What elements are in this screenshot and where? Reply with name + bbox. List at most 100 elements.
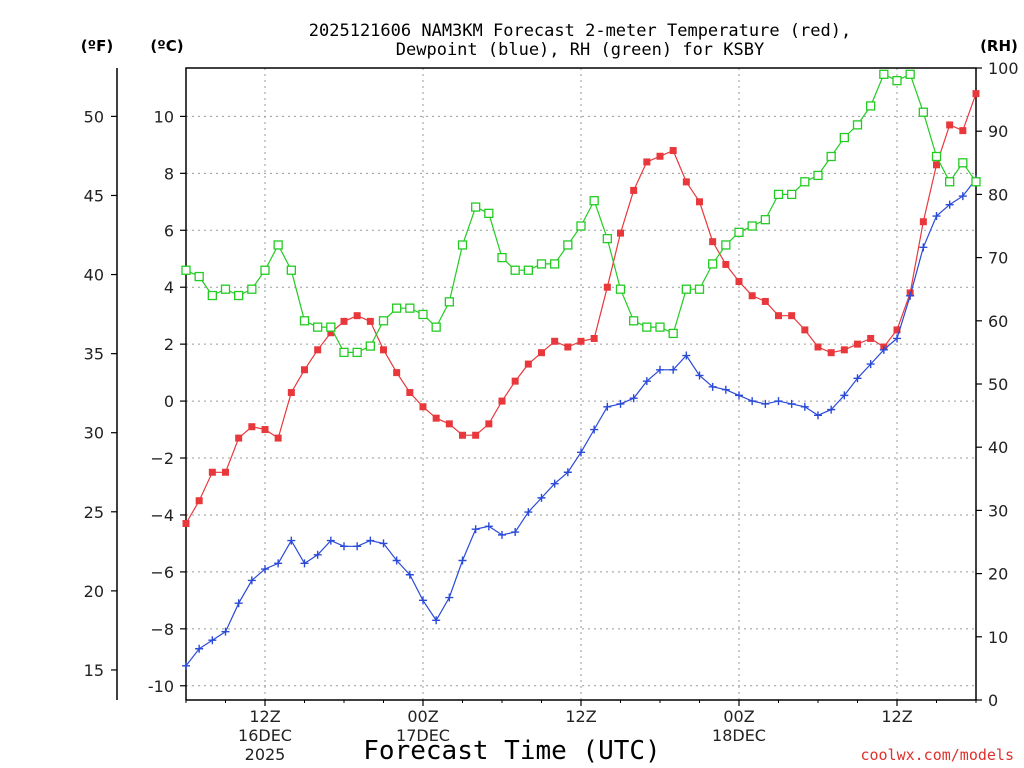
temperature-point [761, 297, 769, 305]
dewpoint-point [879, 345, 888, 354]
rh-point [734, 227, 744, 237]
dewpoint-point [537, 493, 546, 502]
temperature-point [445, 420, 453, 428]
dewpoint-point [484, 522, 493, 531]
rh-point [497, 252, 507, 263]
rh-point [313, 322, 323, 332]
temperature-point [722, 260, 730, 268]
dewpoint-point [774, 397, 783, 406]
time-tick-label: 12Z [565, 707, 596, 726]
dewpoint-point [656, 365, 664, 374]
rh-point [431, 322, 441, 332]
temperature-point [867, 334, 875, 342]
temperature-point [261, 426, 269, 434]
rh-point [576, 221, 586, 231]
dewpoint-point [287, 536, 296, 545]
temperature-point [933, 161, 940, 169]
rh-point [642, 322, 652, 332]
time-tick-label: 00Z [723, 707, 754, 726]
rh-point [392, 303, 402, 313]
rh-point [589, 196, 599, 206]
dewpoint-point [577, 448, 585, 457]
rh-point [615, 284, 626, 294]
temperature-point [827, 349, 835, 357]
temperature-point [406, 389, 414, 397]
temperature-point [380, 346, 387, 354]
temperature-point [182, 519, 190, 527]
dewpoint-point [748, 397, 757, 406]
x-axis-label: Forecast Time (UTC) [363, 736, 660, 766]
rh-point [378, 316, 389, 326]
dewpoint-point [498, 530, 506, 539]
dewpoint-point [340, 542, 348, 551]
temperature-point [893, 326, 901, 334]
rh-tick-label: 90 [988, 122, 1008, 141]
rh-point [405, 303, 415, 313]
temperature-point [208, 468, 216, 476]
time-tick-date: 18DEC [712, 726, 766, 745]
celsius-tick-label: −8 [150, 620, 174, 639]
celsius-tick-label: 2 [164, 335, 174, 354]
temperature-point [788, 312, 796, 320]
rh-point [523, 265, 533, 275]
temperature-point [472, 431, 480, 439]
dewpoint-point [840, 391, 849, 400]
rh-point [787, 189, 797, 200]
rh-point [958, 158, 968, 168]
axis-ticks: -10−8−6−4−202468101520253035404550010203… [84, 59, 1019, 764]
rh-point [536, 259, 547, 269]
dewpoint-point [827, 405, 836, 414]
rh-point [839, 132, 849, 143]
dewpoint-point [800, 402, 809, 411]
dewpoint-point [932, 212, 941, 221]
rh-point [760, 215, 770, 225]
dewpoint-point [853, 374, 862, 383]
temperature-point [854, 340, 861, 348]
chart-title: 2025121606 NAM3KM Forecast 2-meter Tempe… [309, 21, 851, 41]
celsius-tick-label: 0 [164, 392, 174, 411]
fahrenheit-tick-label: 25 [84, 503, 104, 522]
time-tick-label: 12Z [881, 707, 912, 726]
dewpoint-point [208, 636, 217, 645]
rh-point [510, 265, 520, 275]
rh-point [800, 177, 810, 187]
time-tick-date: 16DEC [238, 726, 292, 745]
temperature-point [814, 343, 822, 351]
dewpoint-point [524, 508, 533, 517]
celsius-tick-label: −4 [150, 506, 174, 525]
rh-tick-label: 20 [988, 565, 1008, 584]
temperature-point [432, 414, 440, 422]
dewpoint-point [814, 411, 822, 420]
temperature-point [603, 283, 611, 291]
temperature-point [538, 349, 545, 357]
rh-point [892, 75, 902, 86]
rh-point [681, 284, 691, 294]
rh-point [971, 177, 981, 187]
dewpoint-point [735, 391, 743, 400]
dewpoint-point [445, 593, 454, 602]
rh-tick-label: 60 [988, 312, 1008, 331]
rh-point [747, 221, 757, 231]
rh-point [918, 107, 928, 117]
temperature-point [972, 90, 980, 98]
data-series [181, 69, 981, 670]
rh-point [905, 69, 915, 79]
rh-point [471, 202, 481, 212]
dewpoint-point [353, 542, 362, 551]
dewpoint-point [550, 479, 559, 488]
dewpoint-point [458, 556, 467, 565]
temperature-point [919, 218, 927, 226]
rh-tick-label: 10 [988, 628, 1008, 647]
rh-point [181, 265, 191, 275]
fahrenheit-tick-label: 30 [84, 424, 104, 443]
rh-point [866, 101, 876, 111]
fahrenheit-unit-label: (ºF) [81, 37, 113, 55]
temperature-point [248, 423, 256, 431]
dewpoint-point [234, 599, 243, 608]
rh-point [299, 316, 310, 326]
temperature-point [735, 278, 743, 286]
temperature-point [577, 337, 585, 345]
rh-point [694, 284, 705, 294]
temperature-point [564, 343, 572, 351]
temperature-point [643, 158, 651, 166]
